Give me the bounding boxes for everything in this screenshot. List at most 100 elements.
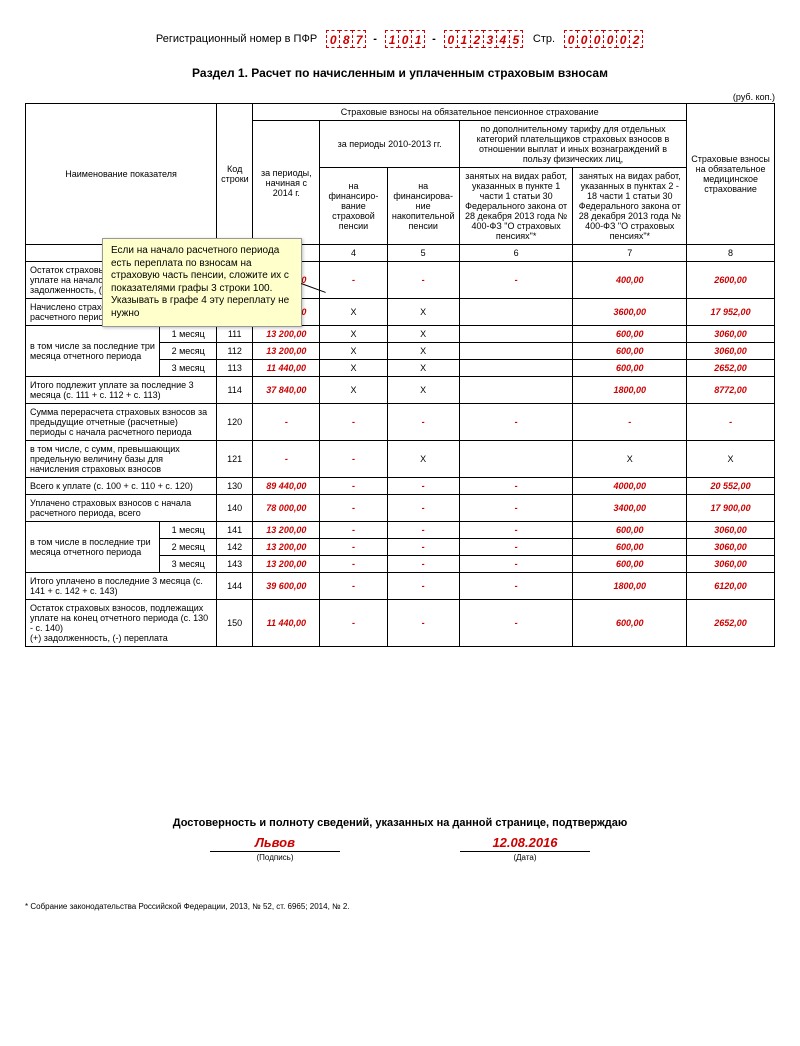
- cell: -: [387, 404, 459, 441]
- row-label: Итого подлежит уплате за последние 3 мес…: [26, 377, 217, 404]
- cell: -: [573, 404, 687, 441]
- cell: -: [320, 495, 387, 522]
- table-row: Итого подлежит уплате за последние 3 мес…: [26, 377, 775, 404]
- cell: -: [459, 556, 573, 573]
- row-label: Уплачено страховых взносов с начала расч…: [26, 495, 217, 522]
- dash: -: [432, 33, 436, 45]
- cell: 600,00: [573, 522, 687, 539]
- cell: -: [459, 495, 573, 522]
- digit: 0: [603, 30, 617, 48]
- row-label: Всего к уплате (с. 100 + с. 110 + с. 120…: [26, 478, 217, 495]
- cell: [459, 343, 573, 360]
- table-row: в том числе за последние три месяца отче…: [26, 326, 775, 343]
- digit: 0: [398, 30, 412, 48]
- head-code: Код строки: [217, 104, 253, 245]
- footnote: * Собрание законодательства Российской Ф…: [25, 902, 775, 911]
- row-label: в том числе за последние три месяца отче…: [26, 326, 160, 377]
- cell: 39 600,00: [253, 573, 320, 600]
- cell: -: [387, 600, 459, 647]
- cell: -: [459, 404, 573, 441]
- row-code: 121: [217, 441, 253, 478]
- cell: 3400,00: [573, 495, 687, 522]
- row-code: 150: [217, 600, 253, 647]
- sub-label: 1 месяц: [160, 522, 217, 539]
- cell: -: [387, 495, 459, 522]
- table-row: Уплачено страховых взносов с начала расч…: [26, 495, 775, 522]
- table-row: Остаток страховых взносов, подлежащих уп…: [26, 600, 775, 647]
- digit: 1: [385, 30, 399, 48]
- dash: -: [373, 33, 377, 45]
- page-label: Стр.: [533, 33, 555, 45]
- cell: -: [687, 404, 775, 441]
- head-c4: на финансиро­вание страховой пенсии: [320, 168, 387, 245]
- page-number: 000002: [564, 30, 642, 48]
- cell: 2600,00: [687, 262, 775, 299]
- sub-label: 2 месяц: [160, 343, 217, 360]
- cell: 11 440,00: [253, 600, 320, 647]
- cell: -: [253, 441, 320, 478]
- digit: 0: [577, 30, 591, 48]
- head-c6: занятых на видах работ, указанных в пунк…: [459, 168, 573, 245]
- row-code: 144: [217, 573, 253, 600]
- cell: 3060,00: [687, 556, 775, 573]
- digit: 7: [352, 30, 366, 48]
- row-code: 143: [217, 556, 253, 573]
- head-c8: Страховые взносы на обязательное медицин…: [687, 104, 775, 245]
- cell: 600,00: [573, 600, 687, 647]
- cell: -: [459, 478, 573, 495]
- row-code: 112: [217, 343, 253, 360]
- cell: X: [387, 441, 459, 478]
- cell: [459, 360, 573, 377]
- cell: 600,00: [573, 539, 687, 556]
- table-row: в том числе, с сумм, превышающих предель…: [26, 441, 775, 478]
- cell: 1800,00: [573, 573, 687, 600]
- cell: X: [387, 326, 459, 343]
- cell: 600,00: [573, 326, 687, 343]
- signature-caption: (Подпись): [210, 853, 340, 862]
- cell: -: [320, 573, 387, 600]
- date-caption: (Дата): [460, 853, 590, 862]
- cell: 13 200,00: [253, 522, 320, 539]
- digit: 8: [339, 30, 353, 48]
- registration-line: Регистрационный номер в ПФР 087 - 101 - …: [25, 30, 775, 48]
- cell: X: [320, 299, 387, 326]
- main-table: Наименование показателя Код строки Страх…: [25, 103, 775, 647]
- cell: X: [320, 343, 387, 360]
- colnum: 7: [573, 245, 687, 262]
- cell: [459, 377, 573, 404]
- digit: 0: [444, 30, 458, 48]
- signature-row: Львов (Подпись) 12.08.2016 (Дата): [25, 835, 775, 862]
- digit: 0: [326, 30, 340, 48]
- sub-label: 1 месяц: [160, 326, 217, 343]
- row-code: 140: [217, 495, 253, 522]
- digit: 0: [564, 30, 578, 48]
- cell: 13 200,00: [253, 326, 320, 343]
- cell: -: [387, 556, 459, 573]
- cell: 6120,00: [687, 573, 775, 600]
- cell: -: [320, 522, 387, 539]
- reg-group-1: 087: [326, 30, 365, 48]
- digit: 3: [483, 30, 497, 48]
- cell: [459, 326, 573, 343]
- cell: 78 000,00: [253, 495, 320, 522]
- cell: 13 200,00: [253, 556, 320, 573]
- table-row: Всего к уплате (с. 100 + с. 110 + с. 120…: [26, 478, 775, 495]
- colnum: 5: [387, 245, 459, 262]
- cell: -: [320, 441, 387, 478]
- cell: -: [320, 262, 387, 299]
- row-label: в том числе, с сумм, превышающих предель…: [26, 441, 217, 478]
- digit: 0: [590, 30, 604, 48]
- digit: 0: [616, 30, 630, 48]
- cell: X: [387, 360, 459, 377]
- cell: -: [320, 404, 387, 441]
- cell: X: [320, 326, 387, 343]
- digit: 5: [509, 30, 523, 48]
- cell: 13 200,00: [253, 539, 320, 556]
- cell: 3060,00: [687, 326, 775, 343]
- row-label: Итого уплачено в последние 3 месяца (с. …: [26, 573, 217, 600]
- cell: -: [387, 262, 459, 299]
- cell: 600,00: [573, 343, 687, 360]
- cell: -: [320, 478, 387, 495]
- cell: 3060,00: [687, 539, 775, 556]
- section-title: Раздел 1. Расчет по начисленным и уплаче…: [25, 66, 775, 80]
